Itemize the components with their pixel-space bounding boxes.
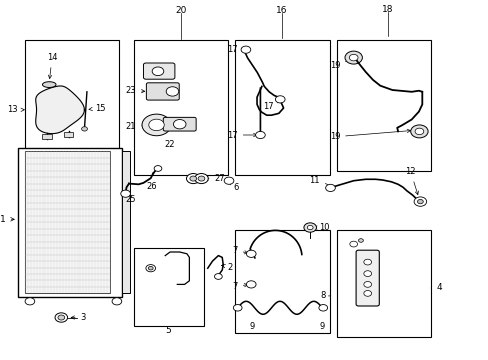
Text: 10: 10 bbox=[313, 223, 329, 232]
Circle shape bbox=[166, 87, 179, 96]
Circle shape bbox=[414, 128, 423, 135]
Text: 11: 11 bbox=[309, 176, 327, 185]
Circle shape bbox=[189, 176, 196, 181]
Bar bbox=[42, 134, 52, 139]
Text: 18: 18 bbox=[381, 5, 392, 14]
Text: 21: 21 bbox=[125, 122, 146, 131]
Circle shape bbox=[358, 239, 363, 242]
Circle shape bbox=[304, 223, 316, 232]
Text: 7: 7 bbox=[232, 246, 247, 255]
Circle shape bbox=[413, 197, 426, 206]
Text: 1: 1 bbox=[0, 215, 14, 224]
Circle shape bbox=[417, 199, 423, 204]
FancyBboxPatch shape bbox=[146, 83, 179, 100]
Text: 19: 19 bbox=[329, 129, 410, 141]
Circle shape bbox=[224, 177, 233, 184]
Circle shape bbox=[410, 125, 427, 138]
Text: 27: 27 bbox=[204, 174, 224, 183]
Circle shape bbox=[121, 190, 130, 197]
Circle shape bbox=[142, 114, 171, 136]
Circle shape bbox=[233, 305, 242, 311]
Text: 19: 19 bbox=[329, 58, 352, 70]
Text: 16: 16 bbox=[276, 6, 287, 15]
Circle shape bbox=[81, 127, 87, 131]
Text: 17: 17 bbox=[226, 45, 244, 54]
Ellipse shape bbox=[42, 82, 56, 87]
Circle shape bbox=[152, 67, 163, 76]
Text: 2: 2 bbox=[221, 263, 232, 272]
Text: 8: 8 bbox=[320, 292, 330, 300]
Circle shape bbox=[194, 174, 208, 184]
Circle shape bbox=[198, 176, 204, 181]
Circle shape bbox=[186, 174, 200, 184]
Circle shape bbox=[173, 120, 185, 129]
Text: 3: 3 bbox=[71, 313, 86, 322]
Polygon shape bbox=[36, 86, 84, 134]
Text: 9: 9 bbox=[248, 322, 254, 330]
Bar bbox=[235, 230, 329, 333]
Bar bbox=[336, 230, 430, 337]
Text: 15: 15 bbox=[89, 104, 105, 113]
Bar bbox=[235, 40, 329, 175]
Text: 23: 23 bbox=[125, 86, 144, 95]
Circle shape bbox=[363, 259, 371, 265]
Circle shape bbox=[363, 282, 371, 287]
Bar bbox=[25, 40, 119, 167]
Circle shape bbox=[345, 51, 362, 64]
Circle shape bbox=[363, 271, 371, 276]
Text: 9: 9 bbox=[319, 322, 324, 330]
Bar bbox=[18, 148, 122, 297]
Text: 20: 20 bbox=[175, 6, 186, 15]
Bar bbox=[122, 151, 130, 293]
Circle shape bbox=[148, 266, 153, 270]
Bar bbox=[134, 248, 203, 326]
Circle shape bbox=[25, 298, 35, 305]
Text: 14: 14 bbox=[47, 53, 57, 78]
Circle shape bbox=[325, 184, 335, 192]
Circle shape bbox=[363, 291, 371, 296]
Text: 12: 12 bbox=[405, 167, 418, 195]
Text: 24: 24 bbox=[145, 91, 163, 100]
Bar bbox=[63, 132, 73, 137]
Bar bbox=[134, 40, 227, 175]
Circle shape bbox=[306, 225, 312, 230]
Text: 5: 5 bbox=[165, 325, 171, 335]
Circle shape bbox=[246, 281, 256, 288]
Text: 22: 22 bbox=[164, 140, 175, 149]
Circle shape bbox=[55, 313, 67, 322]
Bar bbox=[336, 40, 430, 171]
Circle shape bbox=[58, 315, 64, 320]
Text: 7: 7 bbox=[232, 282, 247, 291]
Bar bbox=[25, 151, 109, 293]
Circle shape bbox=[255, 131, 264, 139]
FancyBboxPatch shape bbox=[163, 117, 196, 131]
Circle shape bbox=[246, 250, 256, 257]
Text: 4: 4 bbox=[430, 284, 442, 292]
Text: 17: 17 bbox=[226, 131, 256, 140]
Circle shape bbox=[349, 241, 357, 247]
Circle shape bbox=[148, 119, 164, 131]
Text: 26: 26 bbox=[146, 182, 157, 191]
FancyBboxPatch shape bbox=[143, 63, 175, 79]
Circle shape bbox=[241, 46, 250, 53]
Text: 6: 6 bbox=[229, 181, 238, 192]
Circle shape bbox=[348, 54, 357, 61]
FancyBboxPatch shape bbox=[355, 250, 379, 306]
Text: 17: 17 bbox=[263, 100, 279, 111]
Text: 25: 25 bbox=[125, 195, 135, 204]
Circle shape bbox=[112, 298, 122, 305]
Circle shape bbox=[214, 274, 222, 279]
Text: 13: 13 bbox=[7, 105, 24, 114]
Circle shape bbox=[318, 305, 327, 311]
Circle shape bbox=[145, 265, 155, 272]
Circle shape bbox=[275, 96, 285, 103]
Circle shape bbox=[154, 166, 162, 171]
